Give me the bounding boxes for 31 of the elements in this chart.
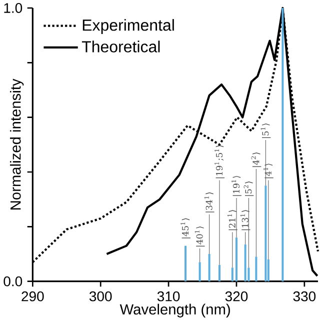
bar — [264, 186, 267, 282]
annotation: |19$^{1}$;5$^{1}$⟩ — [214, 145, 224, 178]
bar — [244, 244, 246, 282]
annotation: |5$^{1}$⟩ — [260, 124, 271, 138]
legend-label: Experimental — [82, 19, 174, 34]
annotation: |13$^{1}$⟩ — [240, 210, 250, 230]
bar — [231, 268, 234, 282]
annotation: |4$^{1}$⟩ — [263, 164, 274, 178]
x-tick-label: 330 — [293, 291, 316, 302]
bar — [208, 254, 210, 282]
annotation: |19$^{1}$⟩ — [232, 176, 242, 196]
bar — [255, 256, 258, 282]
bar — [184, 246, 187, 282]
x-tick-label: 290 — [22, 291, 44, 302]
x-tick-label: 310 — [157, 291, 180, 302]
annotation: |5$^{2}$⟩ — [244, 181, 254, 196]
bar — [282, 8, 284, 282]
x-tick-label: 320 — [225, 291, 248, 302]
x-tick-label: 300 — [89, 291, 112, 302]
annotation: |21$^{1}$⟩ — [227, 210, 238, 230]
y-tick-label: 1.0 — [4, 3, 22, 13]
annotation: |34$^{1}$⟩ — [204, 192, 214, 212]
annotation: |40$^{1}$⟩ — [194, 226, 205, 246]
x-axis-title: Wavelength (nm) — [120, 304, 230, 318]
y-tick-label: 0.0 — [4, 276, 22, 286]
y-axis-title: Normalized intensity — [10, 78, 24, 210]
annotation: |4$^{2}$⟩ — [251, 152, 262, 167]
bar — [235, 238, 238, 282]
bar — [218, 264, 220, 282]
annotation: |45$^{1}$⟩ — [180, 218, 190, 238]
legend-label: Theoretical — [82, 40, 160, 52]
